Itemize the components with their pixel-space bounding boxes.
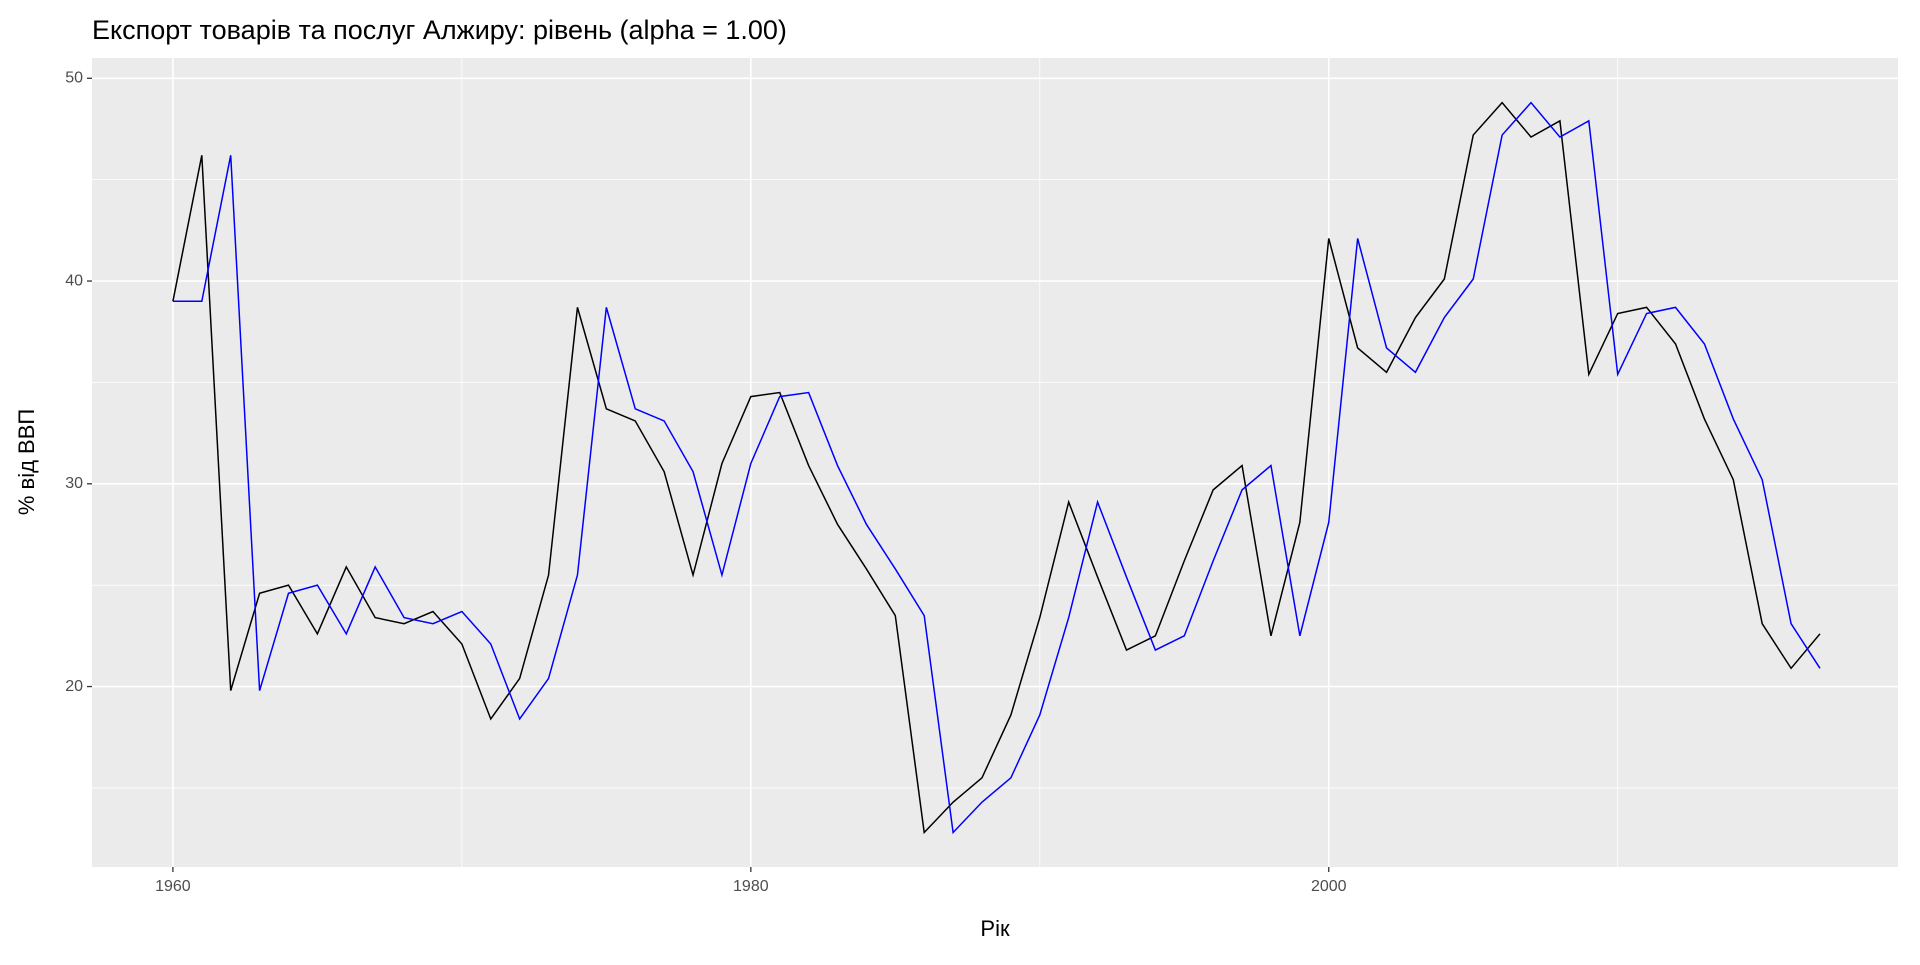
series-line	[172, 101, 1821, 835]
x-tick-label: 2000	[1311, 878, 1347, 895]
y-tick-label: 40	[65, 272, 83, 289]
x-axis-title: Рік	[980, 916, 1010, 941]
x-tick-label: 1960	[155, 878, 191, 895]
y-tick-label: 20	[65, 678, 83, 695]
x-tick-label: 1980	[733, 878, 769, 895]
y-tick-label: 30	[65, 475, 83, 492]
series-line	[172, 101, 1821, 835]
chart-title: Експорт товарів та послуг Алжиру: рівень…	[92, 15, 787, 45]
y-axis-title: % від ВВП	[14, 409, 39, 515]
y-tick-label: 50	[65, 69, 83, 86]
